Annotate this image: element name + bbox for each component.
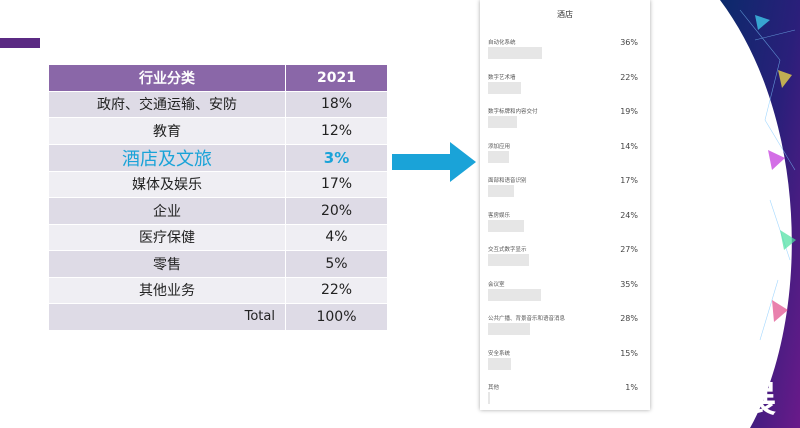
survey-item-bar-fill — [488, 323, 530, 335]
survey-item-label: 数字艺术墙 — [488, 74, 516, 81]
survey-item-bar-track — [488, 254, 623, 266]
survey-item-label: 安全系统 — [488, 350, 511, 357]
total-label: Total — [48, 303, 286, 331]
row-label: 零售 — [48, 250, 286, 278]
table-row: 企业 20% — [48, 197, 388, 225]
survey-item: 其他 1% — [488, 383, 638, 413]
survey-item-bar-fill — [488, 219, 524, 232]
survey-item: 安全系统 15% — [488, 349, 638, 379]
survey-item-bar-track — [488, 116, 623, 128]
survey-item-value: 36% — [620, 38, 638, 47]
survey-item-label: 自动化系统 — [488, 40, 516, 46]
header-category: 行业分类 — [48, 64, 286, 92]
survey-item: 客房娱乐 24% — [488, 211, 638, 241]
survey-item-value: 22% — [620, 72, 638, 82]
row-value: 12% — [285, 117, 388, 145]
survey-item-label: 添加应用 — [488, 143, 511, 150]
survey-item-label: 交互式数字显示 — [488, 247, 527, 253]
hotel-survey-panel: 酒店 自动化系统 36% 数字艺术墙 22% 数字标牌和内容交付 19% 添加应用 14% 面部… — [480, 0, 650, 410]
survey-item-label: 会议室 — [488, 281, 505, 288]
survey-item-value: 19% — [620, 107, 638, 116]
survey-item-bar-track — [488, 323, 623, 335]
survey-item-bar-track — [488, 219, 623, 232]
panel-title: 酒店 — [557, 10, 573, 19]
row-label: 媒体及娱乐 — [48, 170, 286, 198]
survey-item-bar-fill — [488, 392, 490, 404]
survey-item-bar-fill — [488, 254, 529, 266]
table-row: 教育 12% — [48, 117, 388, 145]
header-year: 2021 — [285, 64, 388, 92]
row-label: 企业 — [48, 197, 286, 225]
row-value: 22% — [285, 276, 388, 304]
row-value: 3% — [285, 143, 388, 172]
survey-item: 添加应用 14% — [488, 142, 638, 172]
survey-item-bar-fill — [488, 150, 509, 163]
table-row-highlighted: 酒店及文旅 3% — [48, 143, 388, 172]
survey-item: 交互式数字显示 27% — [488, 245, 638, 275]
survey-item-bar-track — [488, 47, 623, 59]
survey-item-bar-track — [488, 150, 623, 163]
right-arrow-icon — [392, 142, 476, 182]
row-value: 20% — [285, 197, 388, 225]
table-header-row: 行业分类 2021 — [48, 64, 388, 92]
survey-item: 会议室 35% — [488, 280, 638, 310]
row-label: 教育 — [48, 117, 286, 145]
total-value: 100% — [285, 303, 388, 331]
brand-logo: 聚展 — [701, 379, 778, 420]
row-label: 酒店及文旅 — [48, 143, 286, 172]
survey-item-bar-track — [488, 185, 623, 197]
survey-item-value: 17% — [620, 176, 638, 185]
survey-item-bar-fill — [488, 116, 517, 128]
row-value: 17% — [285, 170, 388, 198]
accent-bar — [0, 38, 40, 48]
row-label: 其他业务 — [48, 276, 286, 304]
table-row: 医疗保健 4% — [48, 223, 388, 251]
survey-item-bar-track — [488, 288, 623, 301]
survey-item-value: 27% — [620, 245, 638, 254]
table-row: 其他业务 22% — [48, 276, 388, 304]
survey-item-value: 35% — [620, 279, 638, 289]
survey-item-value: 15% — [620, 348, 638, 358]
survey-item-label: 客房娱乐 — [488, 212, 511, 219]
survey-item-label: 其他 — [488, 385, 500, 391]
survey-item-label: 数字标牌和内容交付 — [488, 109, 538, 115]
survey-item: 数字标牌和内容交付 19% — [488, 107, 638, 137]
row-value: 4% — [285, 223, 388, 251]
survey-item-bar-fill — [488, 47, 542, 59]
survey-item-label: 面部和语音识别 — [488, 178, 527, 184]
table-row: 媒体及娱乐 17% — [48, 170, 388, 198]
survey-item-bar-track — [488, 357, 623, 370]
survey-item-bar-fill — [488, 357, 511, 370]
survey-item: 数字艺术墙 22% — [488, 73, 638, 103]
survey-item-bar-track — [488, 81, 623, 94]
survey-item: 公共广播、背景音乐和语音消息 28% — [488, 314, 638, 344]
survey-item-value: 28% — [620, 314, 638, 323]
survey-item: 自动化系统 36% — [488, 38, 638, 68]
table-row: 政府、交通运输、安防 18% — [48, 90, 388, 118]
survey-item-bar-fill — [488, 185, 514, 197]
row-label: 医疗保健 — [48, 223, 286, 251]
survey-item-value: 24% — [620, 210, 638, 220]
row-label: 政府、交通运输、安防 — [48, 90, 286, 118]
survey-item-value: 14% — [620, 141, 638, 151]
survey-item-bar-track — [488, 392, 623, 404]
survey-item-value: 1% — [625, 383, 638, 392]
survey-item-bar-fill — [488, 81, 521, 94]
decorative-network-background — [720, 0, 800, 428]
table-total-row: Total 100% — [48, 303, 388, 331]
survey-item-label: 公共广播、背景音乐和语音消息 — [488, 316, 566, 322]
survey-item-bar-fill — [488, 288, 541, 301]
table-row: 零售 5% — [48, 250, 388, 278]
industry-table: 行业分类 2021 政府、交通运输、安防 18% 教育 12% 酒店及文旅 3%… — [48, 64, 388, 331]
row-value: 5% — [285, 250, 388, 278]
survey-item: 面部和语音识别 17% — [488, 176, 638, 206]
row-value: 18% — [285, 90, 388, 118]
